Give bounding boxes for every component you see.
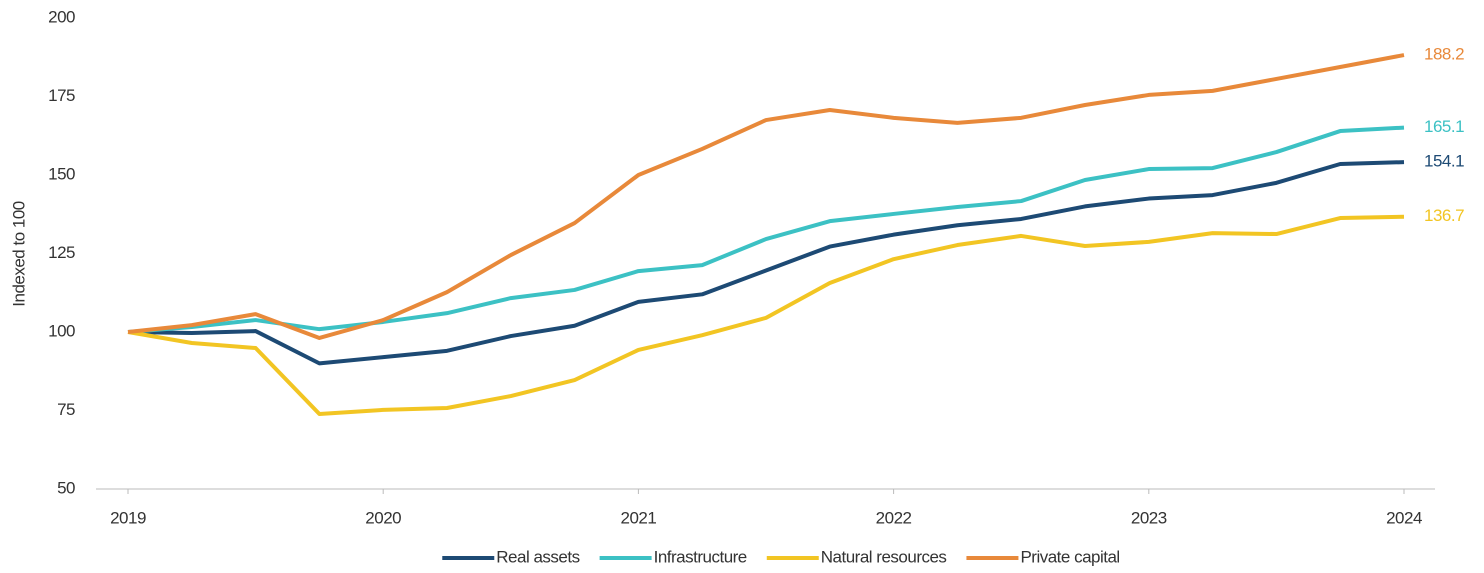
y-tick-label: 175 — [48, 86, 75, 105]
legend-item: Natural resources — [766, 547, 947, 566]
y-tick-label: 75 — [57, 400, 75, 419]
x-tick-label: 2022 — [876, 508, 912, 527]
x-tick-label: 2020 — [365, 508, 401, 527]
end-label: 165.1 — [1424, 117, 1464, 136]
line-series — [127, 214, 1405, 416]
legend-item: Private capital — [966, 547, 1120, 566]
end-label: 154.1 — [1424, 152, 1464, 171]
x-tick-label: 2024 — [1386, 508, 1422, 527]
x-tick-label: 2019 — [110, 508, 146, 527]
y-tick-label: 150 — [48, 164, 75, 183]
line-series — [127, 125, 1405, 334]
y-tick-label: 100 — [48, 321, 75, 340]
line-series — [127, 53, 1405, 340]
y-axis-label: Indexed to 100 — [9, 201, 28, 307]
end-label: 188.2 — [1424, 45, 1464, 64]
legend-label: Real assets — [496, 547, 579, 566]
x-tick-label: 2023 — [1131, 508, 1167, 527]
legend-label: Infrastructure — [654, 547, 747, 566]
y-tick-label: 50 — [57, 478, 75, 497]
y-tick-label: 200 — [48, 7, 75, 26]
line-series — [127, 160, 1405, 366]
legend-label: Private capital — [1020, 547, 1119, 566]
legend-item: Real assets — [442, 547, 580, 566]
x-tick-label: 2021 — [620, 508, 656, 527]
legend-item: Infrastructure — [599, 547, 747, 566]
legend-label: Natural resources — [821, 547, 947, 566]
end-label: 136.7 — [1424, 206, 1464, 225]
y-tick-label: 125 — [48, 243, 75, 262]
